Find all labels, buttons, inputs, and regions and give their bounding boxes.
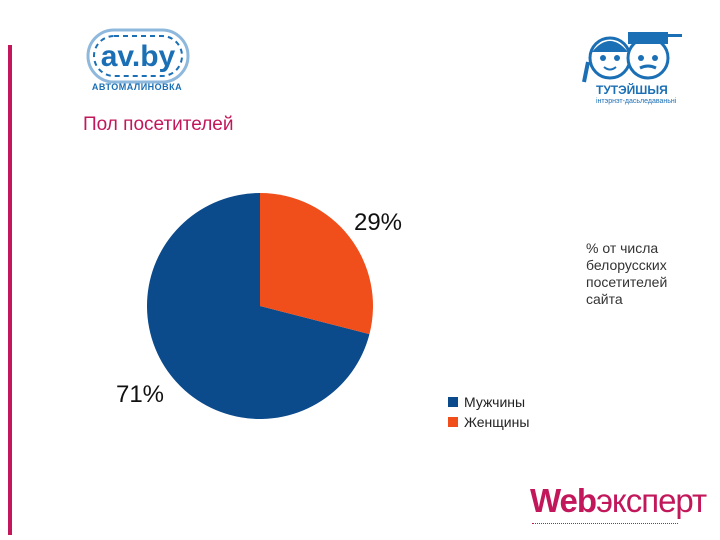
webexpert-logo-web: Web <box>530 482 597 519</box>
legend-item-female: Женщины <box>448 412 529 432</box>
legend-swatch-male <box>448 397 458 407</box>
tutejshyja-logo-name: ТУТЭЙШЫЯ <box>596 83 668 97</box>
pie-slice-male <box>146 193 370 419</box>
avby-logo: av.by <box>86 28 190 84</box>
legend-label-female: Женщины <box>464 414 530 430</box>
avby-logo-text: av.by <box>101 40 176 73</box>
webexpert-logo-rest: эксперт <box>596 482 707 519</box>
webexpert-logo: Webэксперт <box>530 482 707 520</box>
tutejshyja-logo <box>582 32 682 83</box>
pie-label-female: 29% <box>354 209 402 236</box>
chart-legend: Мужчины Женщины <box>448 392 529 432</box>
legend-label-male: Мужчины <box>464 394 526 410</box>
pie-label-male: 71% <box>116 381 164 408</box>
left-accent-rule <box>8 45 12 535</box>
pie-slice-female <box>260 193 373 335</box>
avby-subtitle: АВТОМАЛИНОВКА <box>91 82 183 92</box>
page-title: Пол посетителей <box>83 114 234 135</box>
legend-item-male: Мужчины <box>448 392 529 412</box>
legend-swatch-female <box>448 417 458 427</box>
webexpert-underline <box>532 523 678 525</box>
chart-note: % от числа белорусских посетителей сайта <box>586 240 668 307</box>
tutejshyja-logo-tagline: інтэрнэт-дасьледаваньні <box>596 98 677 105</box>
